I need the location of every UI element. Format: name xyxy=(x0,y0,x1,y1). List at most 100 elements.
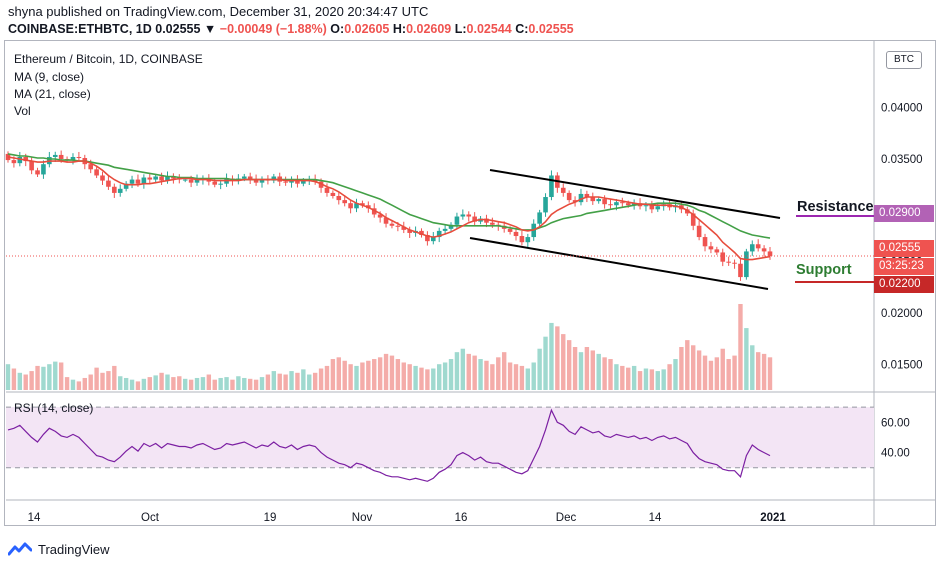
volume-bar xyxy=(549,322,554,390)
candle-body xyxy=(584,193,590,198)
candle-body xyxy=(106,180,111,187)
volume-bar xyxy=(437,364,442,390)
rsi-line xyxy=(7,408,771,482)
volume-bar xyxy=(389,355,395,390)
volume-bar xyxy=(377,357,383,390)
volume-bar xyxy=(472,355,477,390)
candle-body xyxy=(5,153,11,161)
volume-bar xyxy=(265,374,271,390)
support-label: Support xyxy=(796,262,852,278)
volume-bar xyxy=(501,352,507,390)
volume-bar xyxy=(236,376,241,390)
candle-body xyxy=(560,187,566,193)
candle-body xyxy=(135,179,141,184)
candle-body xyxy=(732,262,737,264)
candle-body xyxy=(702,237,708,247)
symbol: COINBASE:ETHBTC, 1D xyxy=(8,22,152,36)
candle-body xyxy=(29,161,34,171)
volume-bar xyxy=(153,375,158,390)
volume-bar xyxy=(147,377,152,390)
volume-bar xyxy=(301,369,306,390)
volume-bar xyxy=(714,357,720,390)
candle-body xyxy=(655,206,661,210)
volume-bar xyxy=(561,334,566,390)
volume-bar xyxy=(525,368,531,390)
rsi-tick-label: 60.00 xyxy=(881,417,910,429)
volume-bar xyxy=(590,350,595,390)
volume-bar xyxy=(295,372,300,390)
candle-body xyxy=(112,186,117,193)
volume-bar xyxy=(277,373,282,390)
volume-bar xyxy=(566,340,572,390)
volume-bar xyxy=(767,357,773,390)
down-arrow-icon: ▼ xyxy=(203,22,217,36)
candle-body xyxy=(342,200,347,204)
candle-body xyxy=(596,199,601,202)
volume-bar xyxy=(47,364,52,390)
volume-bar xyxy=(761,353,767,390)
volume-bar xyxy=(726,359,731,390)
volume-bar xyxy=(507,362,513,390)
candle-body xyxy=(153,176,158,180)
time-tick-label: 14 xyxy=(28,512,41,524)
volume-bar xyxy=(626,367,631,390)
last-price: 0.02555 xyxy=(155,22,201,36)
candle-body xyxy=(761,248,767,252)
candle-body xyxy=(312,179,318,182)
volume-bar xyxy=(537,348,542,390)
volume-bar xyxy=(649,369,655,390)
volume-bar xyxy=(141,378,147,390)
candle-body xyxy=(649,205,655,210)
volume-bar xyxy=(661,369,666,390)
resistance-price-tag: 0.02900 xyxy=(874,205,934,222)
volume-bar xyxy=(342,360,347,390)
volume-bar xyxy=(702,355,708,390)
volume-bar xyxy=(330,359,336,390)
support-price-tag: 0.02200 xyxy=(874,276,934,293)
volume-bar xyxy=(135,381,141,390)
volume-bar xyxy=(165,374,170,390)
candle-body xyxy=(123,183,129,189)
time-tick-label: 14 xyxy=(649,512,662,524)
price-tick-label: 0.02000 xyxy=(881,308,923,320)
candle-body xyxy=(58,154,64,160)
volume-bar xyxy=(64,377,70,390)
candle-body xyxy=(360,203,365,206)
candle-body xyxy=(182,179,188,181)
candle-body xyxy=(625,203,631,206)
volume-bar xyxy=(312,372,318,390)
volume-bar xyxy=(247,378,253,390)
candle-body xyxy=(212,181,218,185)
volume-bar xyxy=(519,365,525,390)
footer: TradingView xyxy=(8,538,110,560)
candle-body xyxy=(507,228,513,232)
candle-body xyxy=(247,176,253,180)
candle-body xyxy=(407,229,412,233)
candle-body xyxy=(301,180,306,184)
volume-bar xyxy=(100,372,105,390)
candle-body xyxy=(708,246,714,250)
candle-body xyxy=(377,214,383,218)
candle-body xyxy=(354,203,359,209)
candle-body xyxy=(17,156,23,164)
volume-bar xyxy=(82,377,87,390)
volume-bar xyxy=(336,357,341,390)
legend-ma9: MA (9, close) xyxy=(14,70,85,84)
candle-body xyxy=(318,181,324,188)
volume-bar xyxy=(732,355,737,390)
candle-body xyxy=(755,244,761,249)
volume-bar xyxy=(572,347,578,390)
currency-button[interactable]: BTC xyxy=(886,51,922,69)
price-tick-label: 0.03500 xyxy=(881,154,923,166)
volume-bar xyxy=(88,374,93,390)
countdown-tag: 03:25:23 xyxy=(874,258,934,275)
volume-bar xyxy=(17,372,23,390)
time-tick-label: Oct xyxy=(141,512,160,524)
volume-bar xyxy=(708,360,714,390)
time-tick-label: Nov xyxy=(352,512,373,524)
candle-body xyxy=(283,181,288,183)
candle-body xyxy=(472,216,477,222)
volume-bar xyxy=(129,379,135,390)
volume-bar xyxy=(372,359,377,390)
